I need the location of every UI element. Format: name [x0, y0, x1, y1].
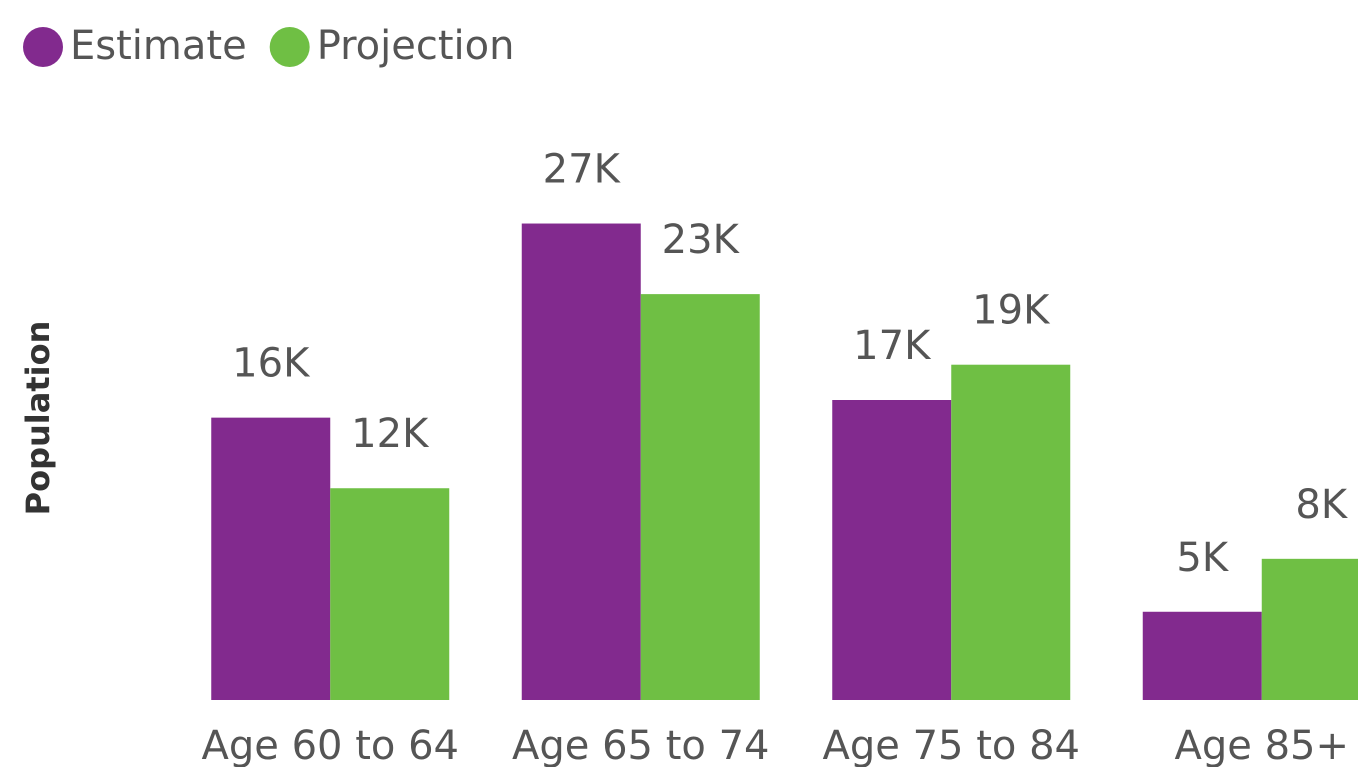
legend-label: Projection — [317, 23, 515, 69]
x-tick-label: Age 65 to 74 — [512, 723, 769, 767]
data-label: 19K — [972, 288, 1051, 334]
data-label: 23K — [662, 217, 741, 263]
data-label: 16K — [232, 341, 311, 387]
bar — [330, 488, 450, 700]
bar — [640, 294, 760, 700]
bar — [1142, 611, 1262, 700]
bar — [951, 364, 1071, 700]
legend-swatch — [269, 27, 310, 67]
bar — [211, 417, 331, 700]
x-tick-label: Age 60 to 64 — [202, 723, 459, 767]
bar — [832, 400, 952, 700]
bar — [1261, 558, 1358, 700]
data-label: 27K — [543, 147, 622, 193]
data-label: 12K — [351, 411, 430, 457]
data-label: 8K — [1295, 482, 1348, 528]
y-axis-title: Population — [19, 321, 57, 516]
x-tick-label: Age 75 to 84 — [823, 723, 1080, 767]
data-label: 5K — [1176, 535, 1229, 581]
x-tick-label: Age 85+ — [1175, 723, 1350, 767]
data-label: 17K — [853, 323, 932, 369]
legend-label: Estimate — [70, 23, 247, 69]
bar — [521, 223, 641, 700]
legend-swatch — [23, 27, 63, 67]
